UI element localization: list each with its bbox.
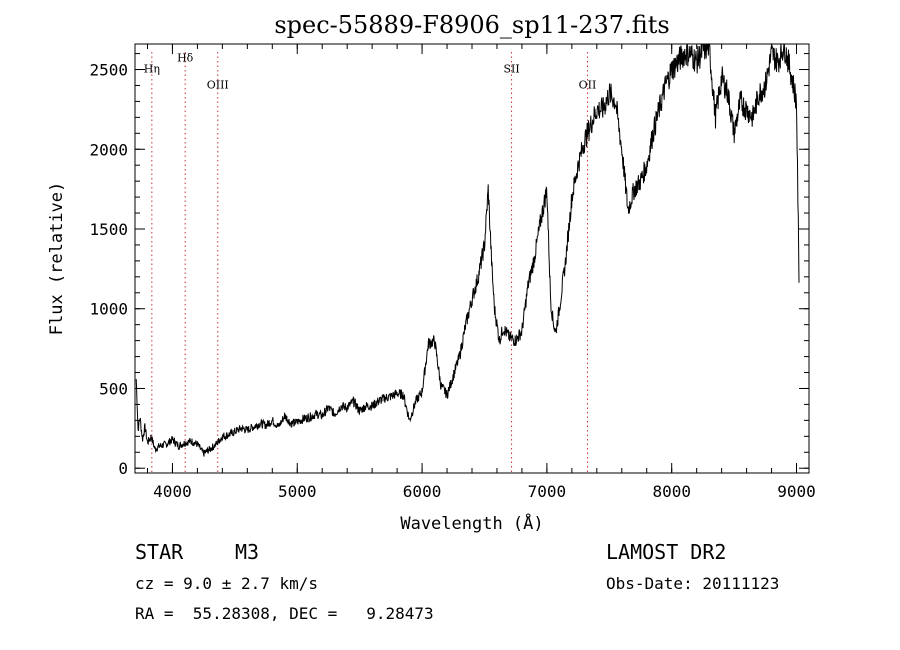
y-tick-label-5: 2500 bbox=[89, 61, 128, 80]
emission-line-markers: Hη Hδ OIII SII OII bbox=[144, 52, 597, 473]
object-subclass: M3 bbox=[235, 540, 260, 564]
y-tick-label-2: 1000 bbox=[89, 300, 128, 319]
x-tick-label-2: 6000 bbox=[403, 482, 442, 501]
survey-name: LAMOST DR2 bbox=[606, 540, 727, 564]
y-tick-label-1: 500 bbox=[99, 379, 128, 398]
x-tick-label-3: 7000 bbox=[528, 482, 567, 501]
x-axis-label: Wavelength (Å) bbox=[400, 512, 543, 534]
x-tick-label-4: 8000 bbox=[652, 482, 691, 501]
y-tick-label-0: 0 bbox=[118, 459, 128, 478]
x-tick-label-1: 5000 bbox=[278, 482, 317, 501]
line-label-3: SII bbox=[503, 63, 519, 76]
plot-frame bbox=[134, 43, 810, 474]
x-tick-label-5: 9000 bbox=[777, 482, 816, 501]
spectrum-series bbox=[135, 43, 800, 457]
x-tick-label-0: 4000 bbox=[153, 482, 192, 501]
chart-title: spec-55889-F8906_sp11-237.fits bbox=[274, 11, 669, 39]
line-label-0: Hη bbox=[144, 63, 160, 76]
y-tick-label-4: 2000 bbox=[89, 140, 128, 159]
redshift-cz: cz = 9.0 ± 2.7 km/s bbox=[135, 574, 319, 593]
object-class: STAR bbox=[135, 540, 184, 564]
spectrum-line-0 bbox=[135, 43, 800, 457]
coordinates: RA = 55.28308, DEC = 9.28473 bbox=[135, 604, 434, 623]
observation-date: Obs-Date: 20111123 bbox=[606, 574, 780, 593]
y-axis-label: Flux (relative) bbox=[47, 182, 67, 336]
y-tick-label-3: 1500 bbox=[89, 220, 128, 239]
axis-ticks: 4000 5000 6000 7000 8000 9000 0 500 1000 1500 2000… bbox=[89, 44, 816, 501]
line-label-4: OII bbox=[579, 79, 597, 92]
line-label-1: Hδ bbox=[177, 52, 194, 65]
line-label-2: OIII bbox=[207, 79, 229, 92]
